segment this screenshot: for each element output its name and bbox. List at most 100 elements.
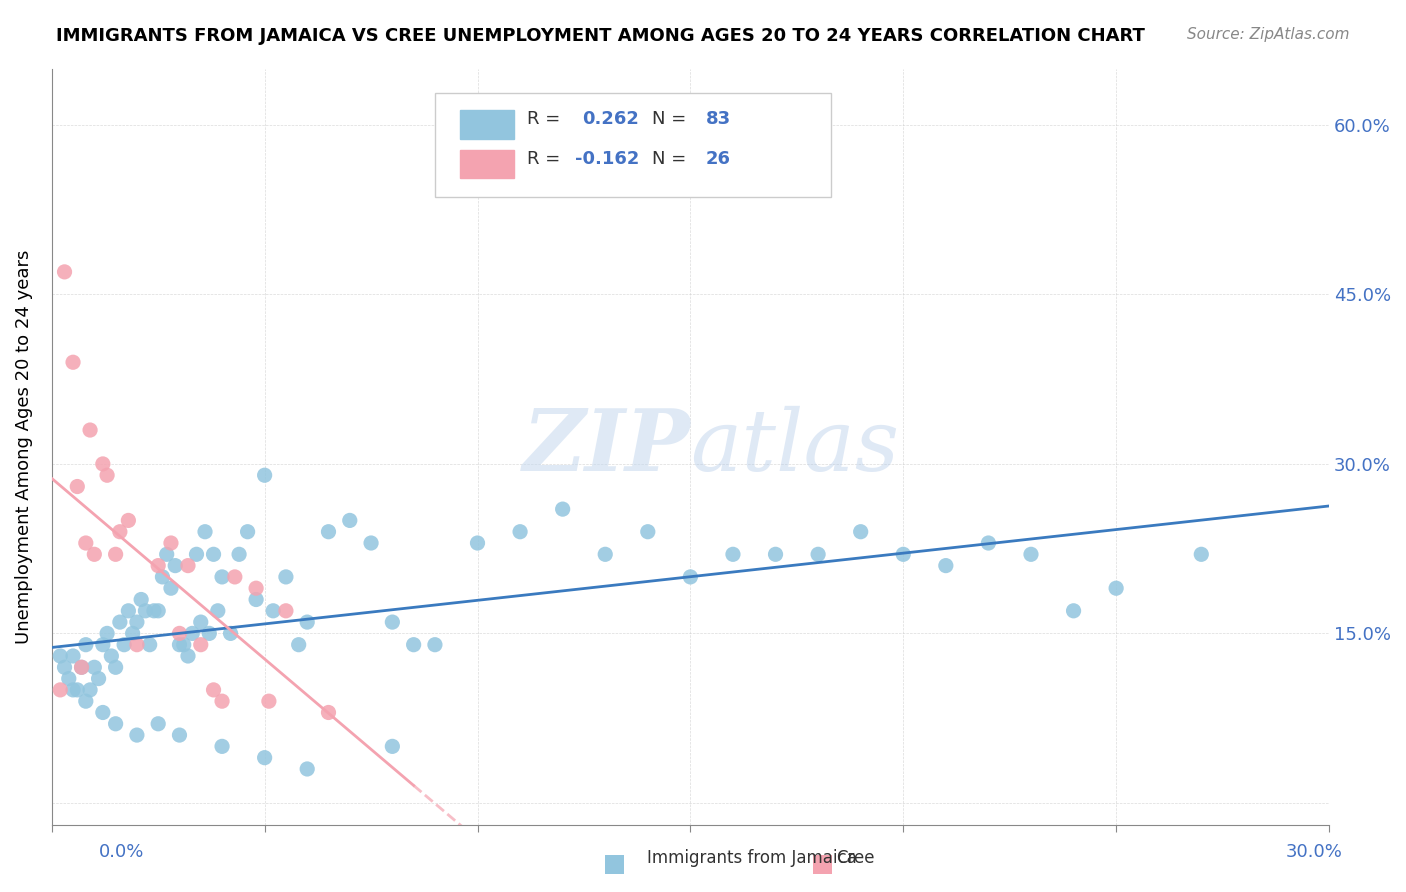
FancyBboxPatch shape [461, 110, 515, 139]
Point [202, 547, 225, 561]
Point [87, 672, 110, 686]
Point [381, 615, 404, 629]
Point [1063, 604, 1085, 618]
Point [142, 604, 165, 618]
Point [849, 524, 872, 539]
Point [66, 479, 89, 493]
Point [236, 524, 259, 539]
Point [177, 558, 200, 573]
Point [245, 592, 267, 607]
Point [70, 660, 93, 674]
Point [509, 524, 531, 539]
Point [1189, 547, 1212, 561]
Point [262, 604, 284, 618]
Point [75, 536, 97, 550]
Point [62, 355, 84, 369]
Point [160, 581, 183, 595]
Point [287, 638, 309, 652]
FancyBboxPatch shape [461, 150, 515, 178]
Text: 30.0%: 30.0% [1286, 843, 1343, 861]
Point [79, 682, 101, 697]
Point [148, 716, 170, 731]
Text: N =: N = [652, 111, 686, 128]
Point [138, 638, 160, 652]
Point [117, 513, 139, 527]
Text: 0.0%: 0.0% [98, 843, 143, 861]
Point [253, 468, 276, 483]
Point [83, 660, 105, 674]
Text: ZIP: ZIP [523, 405, 690, 489]
Text: -0.162: -0.162 [575, 151, 640, 169]
Point [1105, 581, 1128, 595]
Point [807, 547, 830, 561]
Point [360, 536, 382, 550]
Point [198, 626, 221, 640]
Point [96, 468, 118, 483]
Point [121, 626, 143, 640]
Point [637, 524, 659, 539]
Y-axis label: Unemployment Among Ages 20 to 24 years: Unemployment Among Ages 20 to 24 years [15, 250, 32, 644]
Point [211, 570, 233, 584]
Point [765, 547, 787, 561]
Point [83, 547, 105, 561]
Point [318, 706, 340, 720]
Point [593, 547, 616, 561]
Point [100, 648, 122, 663]
Point [108, 524, 131, 539]
Point [253, 750, 276, 764]
Point [211, 739, 233, 754]
Text: atlas: atlas [690, 406, 900, 488]
Point [721, 547, 744, 561]
Point [96, 626, 118, 640]
Point [177, 648, 200, 663]
Point [125, 728, 148, 742]
Point [49, 682, 72, 697]
Point [224, 570, 246, 584]
Point [66, 682, 89, 697]
Point [1019, 547, 1042, 561]
Text: IMMIGRANTS FROM JAMAICA VS CREE UNEMPLOYMENT AMONG AGES 20 TO 24 YEARS CORRELATI: IMMIGRANTS FROM JAMAICA VS CREE UNEMPLOY… [56, 27, 1144, 45]
Point [169, 638, 191, 652]
Point [91, 457, 114, 471]
Point [125, 638, 148, 652]
Text: N =: N = [652, 151, 686, 169]
Point [104, 716, 127, 731]
Point [91, 706, 114, 720]
Point [891, 547, 914, 561]
Point [295, 615, 318, 629]
Point [381, 739, 404, 754]
Point [112, 638, 135, 652]
Point [160, 536, 183, 550]
Point [91, 638, 114, 652]
Point [977, 536, 1000, 550]
Point [467, 536, 489, 550]
Point [104, 547, 127, 561]
Point [219, 626, 242, 640]
Point [274, 570, 297, 584]
Point [228, 547, 250, 561]
Point [295, 762, 318, 776]
Text: Immigrants from Jamaica: Immigrants from Jamaica [647, 849, 856, 867]
Point [70, 660, 93, 674]
Point [75, 638, 97, 652]
Point [58, 672, 80, 686]
Point [156, 547, 179, 561]
Point [423, 638, 446, 652]
Point [181, 626, 204, 640]
Point [935, 558, 957, 573]
Point [129, 592, 152, 607]
Point [339, 513, 361, 527]
Text: R =: R = [527, 111, 560, 128]
Point [49, 648, 72, 663]
Point [53, 660, 76, 674]
Text: Cree: Cree [837, 849, 875, 867]
Point [402, 638, 425, 652]
Point [190, 638, 212, 652]
Point [169, 728, 191, 742]
Point [257, 694, 280, 708]
Point [679, 570, 702, 584]
Point [148, 604, 170, 618]
Point [62, 648, 84, 663]
Point [207, 604, 229, 618]
Point [152, 570, 174, 584]
